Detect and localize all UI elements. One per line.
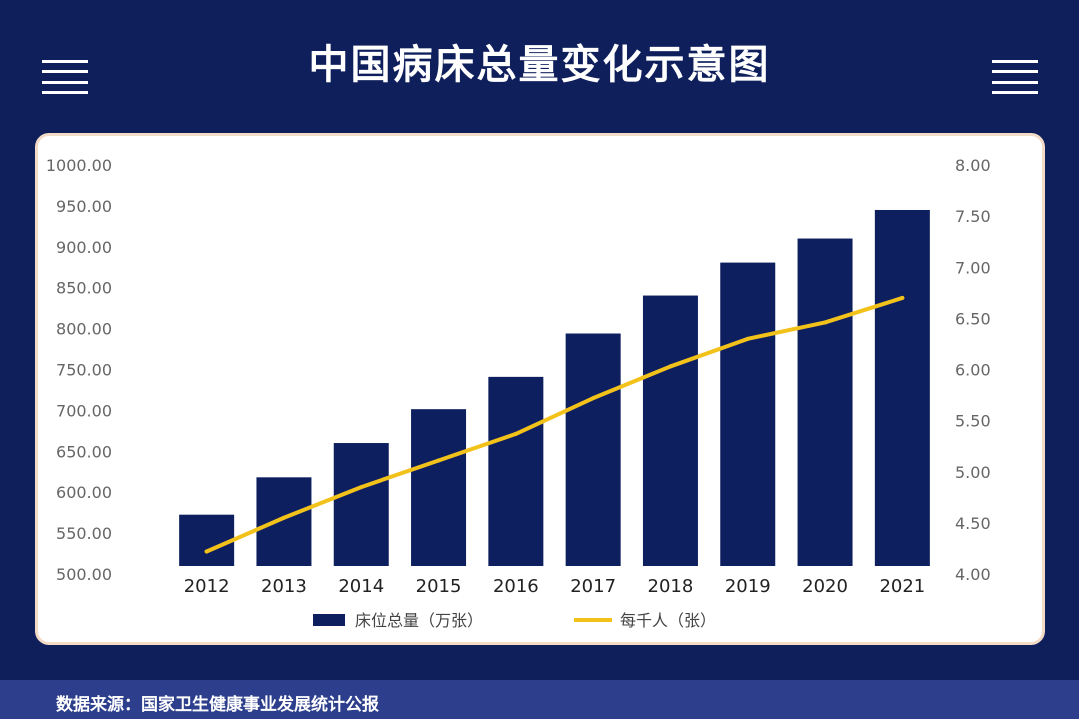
- right-axis-tick-label: 5.00: [955, 463, 991, 482]
- bar: [333, 443, 389, 566]
- left-axis-tick-label: 800.00: [56, 320, 112, 339]
- bar: [411, 409, 467, 566]
- bar: [565, 333, 621, 566]
- right-axis-tick-label: 7.00: [955, 258, 991, 277]
- x-axis-tick-label: 2020: [802, 576, 848, 597]
- menu-line: [992, 90, 1038, 94]
- line-point: [591, 396, 596, 401]
- menu-line: [42, 60, 88, 63]
- page-title: 中国病床总量变化示意图: [308, 41, 771, 88]
- menu-line: [992, 70, 1038, 74]
- x-axis-tick-label: 2012: [184, 576, 230, 597]
- left-axis-tick-label: 900.00: [56, 238, 112, 257]
- bar-series: [179, 209, 930, 567]
- legend-swatch-bar: [313, 614, 345, 626]
- bar: [256, 477, 312, 566]
- line-point: [204, 549, 209, 554]
- bar: [488, 376, 544, 566]
- x-axis-ticks: 2012 2013 2014 2015 2016 2017 2018 2019 2020 2021: [184, 576, 926, 597]
- bar: [642, 295, 698, 566]
- menu-line: [42, 70, 88, 74]
- menu-line: [42, 90, 88, 94]
- menu-icon[interactable]: [42, 60, 88, 94]
- data-source: 数据来源：国家卫生健康事业发展统计公报: [56, 695, 379, 715]
- left-axis-tick-label: 500.00: [56, 565, 112, 584]
- bar: [797, 238, 853, 566]
- right-axis-tick-label: 6.00: [955, 361, 991, 380]
- footer-bar: [0, 680, 1079, 719]
- line-point: [513, 431, 518, 436]
- right-axis-tick-label: 8.00: [955, 156, 991, 175]
- x-axis-tick-label: 2021: [879, 576, 925, 597]
- line-point: [281, 515, 286, 520]
- bar: [179, 514, 235, 566]
- x-axis-tick-label: 2015: [416, 576, 462, 597]
- left-axis-tick-label: 850.00: [56, 279, 112, 298]
- left-axis-tick-label: 650.00: [56, 442, 112, 461]
- right-axis-ticks: 4.00 4.50 5.00 5.50 6.00 6.50 7.00 7.50 8.00: [955, 156, 991, 584]
- line-point: [823, 320, 828, 325]
- left-axis-tick-label: 550.00: [56, 524, 112, 543]
- bar: [720, 262, 776, 566]
- line-point: [900, 295, 905, 300]
- line-point: [668, 364, 673, 369]
- left-axis-tick-label: 1000.00: [46, 156, 112, 175]
- menu-icon[interactable]: [992, 60, 1038, 94]
- line-series: [204, 295, 905, 554]
- right-axis-tick-label: 4.00: [955, 565, 991, 584]
- chart-legend: 床位总量（万张） 每千人（张）: [313, 611, 716, 630]
- x-axis-tick-label: 2013: [261, 576, 307, 597]
- line-point: [359, 485, 364, 490]
- left-axis-tick-label: 750.00: [56, 361, 112, 380]
- x-axis-tick-label: 2019: [725, 576, 771, 597]
- right-axis-tick-label: 4.50: [955, 514, 991, 533]
- x-axis-tick-label: 2018: [648, 576, 694, 597]
- right-axis-tick-label: 5.50: [955, 412, 991, 431]
- legend-label: 床位总量（万张）: [355, 611, 483, 630]
- menu-line: [42, 80, 88, 84]
- legend-label: 每千人（张）: [620, 611, 716, 630]
- menu-line: [992, 80, 1038, 84]
- right-axis-tick-label: 6.50: [955, 309, 991, 328]
- left-axis-ticks: 500.00 550.00 600.00 650.00 700.00 750.00 800.…: [46, 156, 112, 584]
- menu-line: [992, 60, 1038, 63]
- x-axis-tick-label: 2017: [570, 576, 616, 597]
- left-axis-tick-label: 950.00: [56, 197, 112, 216]
- line-point: [436, 458, 441, 463]
- left-axis-tick-label: 700.00: [56, 401, 112, 420]
- line-point: [745, 336, 750, 341]
- bar: [874, 209, 930, 567]
- left-axis-tick-label: 600.00: [56, 483, 112, 502]
- line-path: [204, 295, 905, 554]
- right-axis-tick-label: 7.50: [955, 207, 991, 226]
- x-axis-tick-label: 2016: [493, 576, 539, 597]
- x-axis-tick-label: 2014: [338, 576, 384, 597]
